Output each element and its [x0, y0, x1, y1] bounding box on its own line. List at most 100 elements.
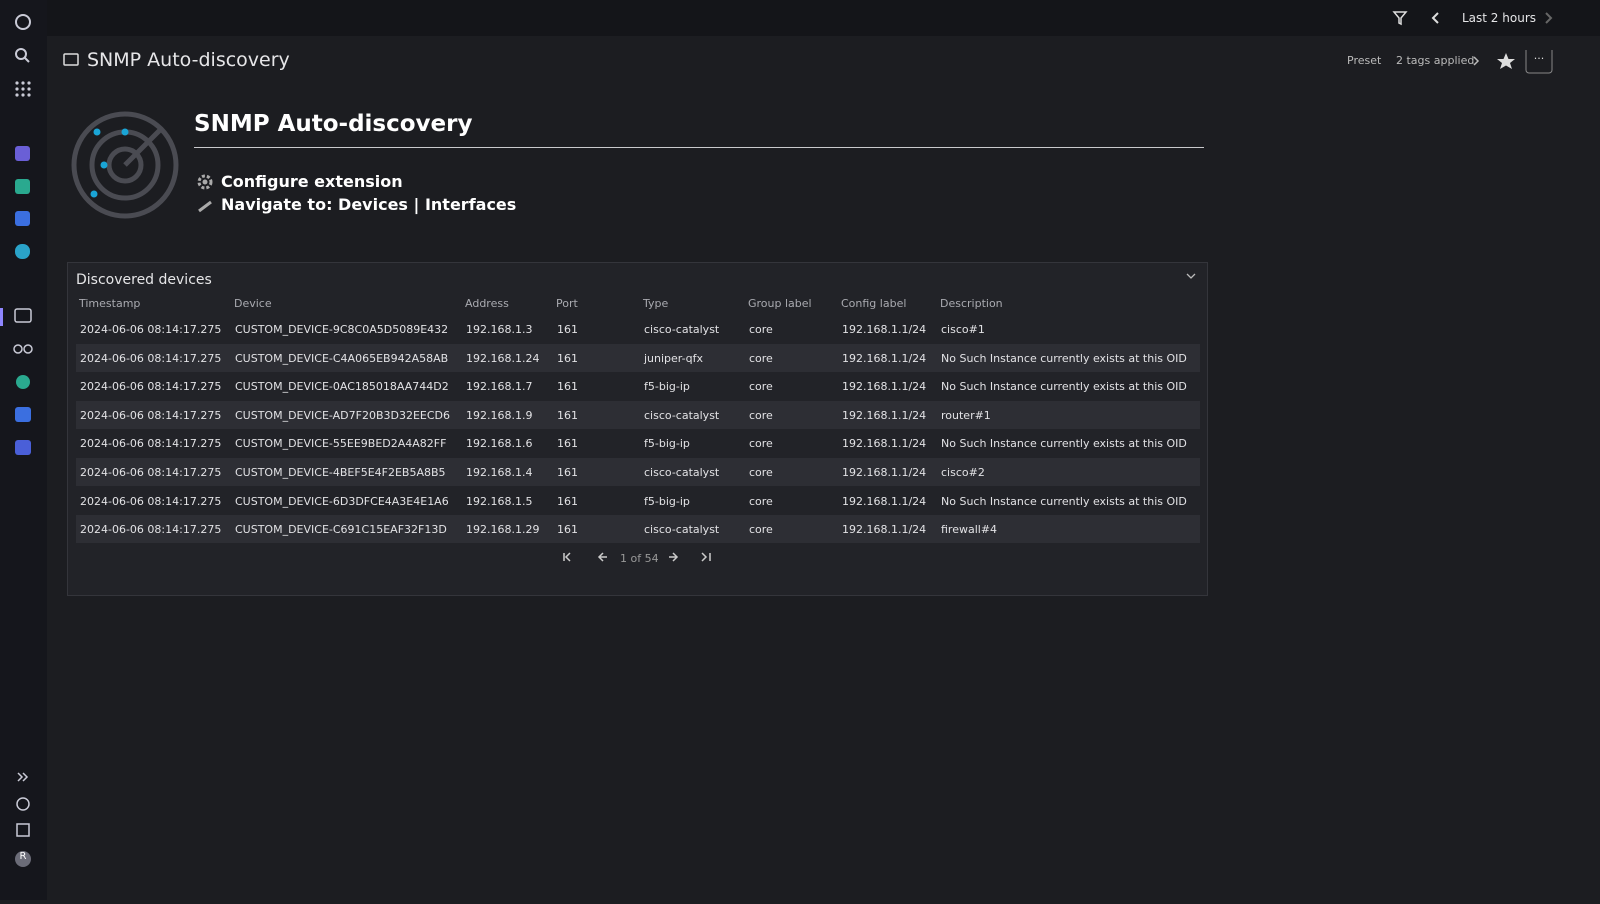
sidebar-icons [0, 14, 33, 867]
table-cell: cisco#2 [941, 466, 985, 479]
table-cell: 192.168.1.24 [466, 351, 540, 365]
table-cell: CUSTOM_DEVICE-9C8C0A5D5089E432 [235, 323, 449, 336]
table-cell: 2024-06-06 08:14:17.275 [80, 323, 222, 336]
row-stripe [76, 343, 1200, 372]
table-cell: 192.168.1.1/24 [842, 323, 927, 336]
table-cell: CUSTOM_DEVICE-C691C15EAF32F13D [235, 523, 447, 537]
table-cell: core [749, 437, 773, 451]
table-cell: 192.168.1.1/24 [842, 466, 927, 479]
next-icon[interactable] [1542, 10, 1556, 26]
table-cell: cisco-catalyst [644, 466, 720, 479]
table-cell: 2024-06-06 08:14:17.275 [80, 408, 222, 422]
column-header: Config label [841, 297, 907, 310]
table-cell: 192.168.1.29 [466, 523, 540, 537]
row-stripe [76, 458, 1200, 486]
column-header: Port [556, 297, 578, 310]
top-icons [1392, 11, 1439, 26]
table-cell: router#1 [941, 408, 991, 422]
table-cell: core [749, 494, 773, 508]
table-cell: 192.168.1.1/24 [842, 351, 927, 365]
table-cell: core [749, 351, 773, 365]
sidebar: R [0, 0, 47, 900]
table-cell: No Such Instance currently exists at thi… [941, 380, 1187, 394]
table-cell: 192.168.1.5 [466, 494, 533, 508]
table-cell: cisco-catalyst [644, 323, 720, 336]
table-cell: firewall#4 [941, 523, 998, 537]
table-cell: core [749, 380, 773, 394]
row-stripe [76, 400, 1200, 429]
table-cell: No Such Instance currently exists at thi… [941, 351, 1187, 365]
svg-text:···: ··· [1534, 52, 1545, 65]
intro-icons [197, 174, 213, 213]
panel-title: Discovered devices [76, 272, 212, 288]
table-cell: 192.168.1.1/24 [842, 408, 927, 422]
table-cell: 161 [557, 351, 578, 365]
table-cell: 161 [557, 323, 578, 336]
table-cell: No Such Instance currently exists at thi… [941, 494, 1187, 508]
tags[interactable]: 2 tags applied [1396, 54, 1475, 67]
table-cell: 161 [557, 523, 578, 537]
table-cell: f5-big-ip [644, 437, 690, 451]
table-cell: CUSTOM_DEVICE-6D3DFCE4A3E4E1A6 [235, 494, 449, 508]
column-header: Timestamp [79, 297, 141, 310]
divider [194, 147, 1204, 148]
table-cell: core [749, 408, 773, 422]
table-cell: CUSTOM_DEVICE-0AC185018AA744D2 [235, 380, 449, 394]
intro-title: SNMP Auto-discovery [194, 111, 473, 137]
pagination-label: 1 of 54 [620, 552, 659, 565]
table-cell: core [749, 523, 773, 537]
radar-logo [71, 111, 179, 219]
header-icons: ··· [1473, 50, 1553, 74]
page-icon [63, 53, 79, 66]
table-cell: 2024-06-06 08:14:17.275 [80, 437, 222, 451]
user-avatar[interactable]: R [19, 851, 27, 862]
table-cell: f5-big-ip [644, 380, 690, 394]
table-cell: 161 [557, 408, 578, 422]
table-cell: 2024-06-06 08:14:17.275 [80, 466, 222, 479]
table-cell: CUSTOM_DEVICE-C4A065EB942A58AB [235, 351, 449, 365]
timeframe[interactable]: Last 2 hours [1462, 11, 1536, 25]
column-header: Device [234, 297, 272, 310]
column-header: Group label [748, 297, 812, 310]
column-header: Description [940, 297, 1003, 310]
table-cell: 192.168.1.6 [466, 437, 533, 451]
table-cell: 161 [557, 466, 578, 479]
navigate-label: Navigate to: [221, 195, 333, 214]
separator: | [413, 195, 420, 214]
table-cell: 161 [557, 380, 578, 394]
devices-link[interactable]: Devices [338, 195, 408, 214]
table-cell: 192.168.1.7 [466, 380, 533, 394]
collapse-icon[interactable] [1185, 271, 1197, 281]
table-cell: core [749, 466, 773, 479]
table-cell: 2024-06-06 08:14:17.275 [80, 523, 222, 537]
table-cell: 192.168.1.4 [466, 466, 533, 479]
table-cell: cisco-catalyst [644, 523, 720, 537]
table-cell: cisco-catalyst [644, 408, 720, 422]
table-cell: 161 [557, 494, 578, 508]
preset[interactable]: Preset [1347, 54, 1382, 67]
table-cell: 192.168.1.1/24 [842, 380, 927, 394]
table-cell: CUSTOM_DEVICE-55EE9BED2A4A82FF [235, 437, 447, 451]
table-cell: CUSTOM_DEVICE-4BEF5E4F2EB5A8B5 [235, 466, 446, 479]
table-cell: 2024-06-06 08:14:17.275 [80, 494, 222, 508]
table-cell: 2024-06-06 08:14:17.275 [80, 380, 222, 394]
column-header: Address [465, 297, 509, 310]
table-cell: 192.168.1.1/24 [842, 437, 927, 451]
table-cell: 192.168.1.3 [466, 323, 533, 336]
configure-link[interactable]: Configure extension [221, 172, 403, 191]
table-cell: 192.168.1.1/24 [842, 523, 927, 537]
table-cell: No Such Instance currently exists at thi… [941, 437, 1187, 451]
table-cell: 2024-06-06 08:14:17.275 [80, 351, 222, 365]
table-cell: core [749, 323, 773, 336]
interfaces-link[interactable]: Interfaces [424, 195, 517, 214]
table-cell: 192.168.1.1/24 [842, 494, 927, 508]
table-cell: 192.168.1.9 [466, 408, 533, 422]
table-cell: f5-big-ip [644, 494, 690, 508]
column-header: Type [643, 297, 669, 310]
table-cell: cisco#1 [941, 323, 985, 336]
pagination-icons [563, 552, 711, 562]
devices-panel: Discovered devices 1 of 54 Timestamp Devi… [67, 262, 1208, 596]
page-title: SNMP Auto-discovery [87, 49, 290, 71]
table-cell: juniper-qfx [644, 351, 703, 365]
